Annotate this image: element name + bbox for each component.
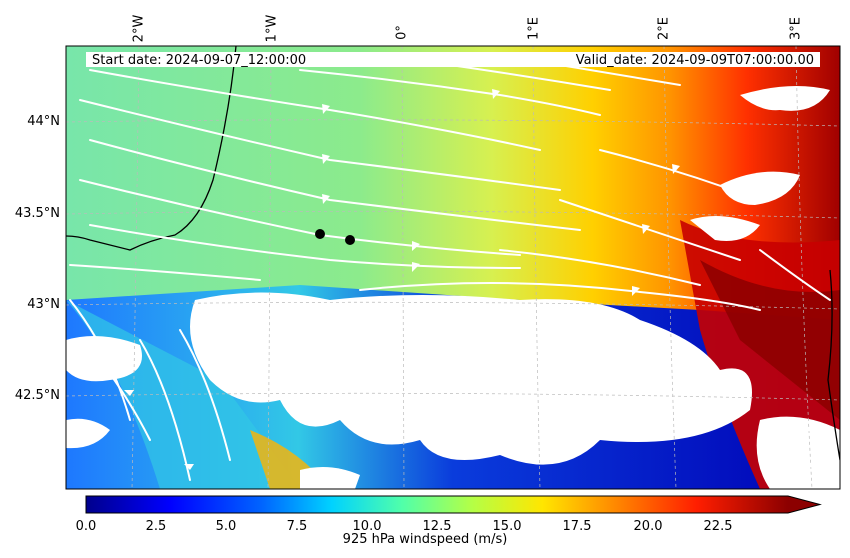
colorbar-gradient: [86, 496, 788, 513]
lon-label: 2°W: [131, 14, 147, 43]
colorbar-label: 925 hPa windspeed (m/s): [342, 532, 508, 547]
info-banner: [86, 52, 820, 67]
colorbar-tick: 17.5: [562, 519, 592, 534]
colorbar-tick: 12.5: [422, 519, 452, 534]
streamline-arrows: [124, 89, 680, 470]
colorbar-tick: 10.0: [352, 519, 382, 534]
colorbar-tick: 20.0: [633, 519, 663, 534]
lon-label: 3°E: [788, 17, 804, 40]
lon-label: 2°E: [656, 17, 672, 40]
colorbar-tick: 7.5: [286, 519, 308, 534]
colorbar-tick: 15.0: [492, 519, 522, 534]
lat-label: 44°N: [27, 114, 60, 129]
lat-label: 43.5°N: [14, 206, 60, 221]
masked-region-central: [190, 292, 752, 465]
colorbar-tick: 5.0: [215, 519, 237, 534]
lon-label: 0°: [394, 25, 410, 40]
lat-label: 42.5°N: [14, 388, 60, 403]
coastline-east: [827, 269, 840, 461]
colorbar-extend-arrow: [788, 496, 820, 513]
colorbar: [85, 495, 822, 514]
wind-field: [66, 46, 840, 489]
masked-region-northeast: [740, 86, 830, 111]
lat-label: 43°N: [27, 297, 60, 312]
location-marker-1: [315, 229, 325, 239]
masked-region-southeast: [756, 416, 840, 489]
start-date-label: Start date: 2024-09-07_12:00:00: [92, 53, 307, 68]
graticule: [66, 46, 840, 489]
colorbar-tick: 0.0: [75, 519, 97, 534]
lon-label: 1°W: [264, 14, 280, 43]
colorbar-tick: 22.5: [703, 519, 733, 534]
streamlines: [69, 61, 831, 481]
location-marker-2: [345, 235, 355, 245]
colorbar-tick: 2.5: [145, 519, 167, 534]
lon-label: 1°E: [526, 17, 542, 40]
valid-date-label: Valid_date: 2024-09-09T07:00:00.00: [575, 53, 814, 68]
masked-region-west: [66, 336, 142, 382]
map-frame: [65, 45, 841, 490]
